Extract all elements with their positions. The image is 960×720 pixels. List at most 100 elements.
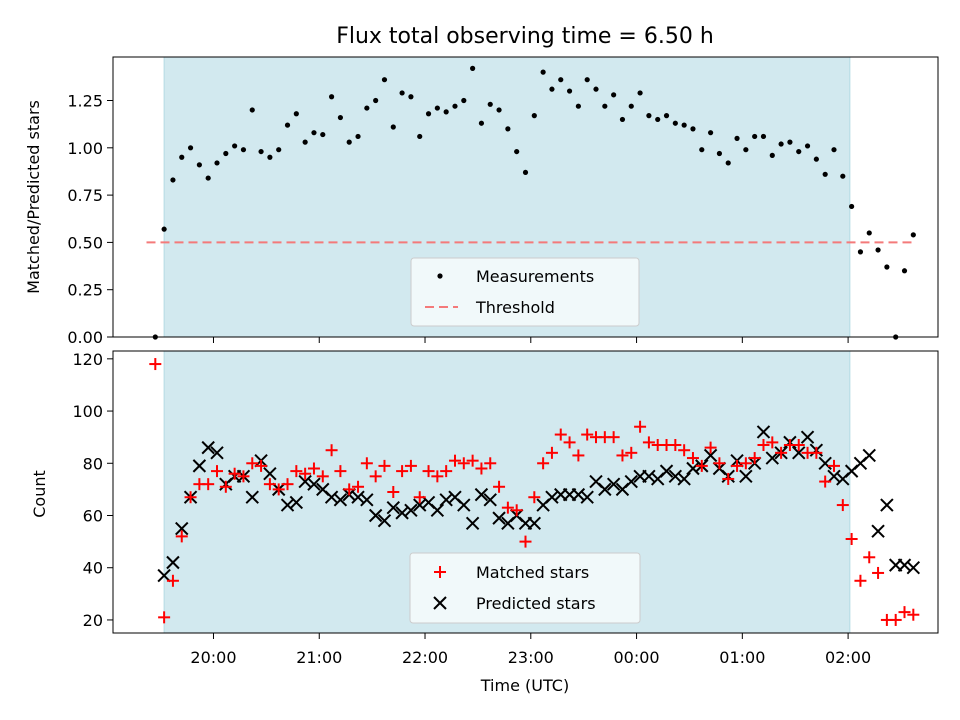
measurement-point: [558, 77, 564, 83]
predicted-star-point: [280, 498, 295, 512]
predicted-star-point: [668, 469, 683, 484]
predicted-star-point: [307, 477, 321, 491]
measurement-point: [170, 177, 176, 183]
matched-star-point: [836, 499, 849, 512]
matched-star-point: [607, 431, 620, 444]
matched-star-point: [766, 436, 779, 449]
y-tick-label: 100: [72, 402, 103, 421]
top-panel: 0.00 0.25 0.50 0.75 1.00 1.25 Matched/Predict…: [24, 56, 939, 347]
x-axis-label: Time (UTC): [480, 676, 569, 695]
y-tick-label: 1.00: [67, 139, 103, 158]
matched-star-point: [581, 428, 594, 441]
matched-star-point: [757, 439, 770, 451]
measurement-point: [249, 107, 255, 113]
predicted-stars-points: [157, 425, 921, 583]
matched-star-point: [889, 613, 902, 626]
matched-star-point: [510, 504, 523, 517]
predicted-star-point: [686, 461, 700, 476]
matched-star-point: [501, 501, 514, 514]
predicted-star-point: [439, 493, 453, 507]
measurement-point: [725, 160, 731, 166]
matched-star-point: [466, 454, 479, 467]
matched-star-point: [211, 465, 224, 478]
measurement-point: [840, 173, 846, 179]
x-tick-label: 23:00: [508, 648, 554, 667]
matched-star-point: [396, 465, 409, 478]
measurement-point: [302, 139, 308, 145]
predicted-star-point: [571, 487, 586, 502]
matched-star-point: [475, 462, 488, 475]
legend-marker-measurements: [437, 273, 443, 279]
measurement-point: [293, 111, 299, 117]
top-x-ticks: [212, 337, 849, 343]
measurement-point: [910, 232, 916, 238]
predicted-star-point: [263, 467, 277, 481]
measurement-point: [161, 226, 167, 232]
predicted-star-point: [157, 568, 171, 583]
measurement-point: [796, 148, 802, 155]
matched-star-point: [863, 551, 876, 564]
matched-star-point: [554, 428, 567, 441]
predicted-star-point: [210, 446, 224, 460]
measurement-point: [487, 101, 493, 107]
measurement-point: [346, 139, 352, 145]
measurement-point: [328, 94, 335, 100]
predicted-star-point: [606, 477, 621, 491]
matched-star-point: [545, 446, 558, 459]
matched-star-point: [669, 439, 682, 451]
matched-star-point: [422, 465, 435, 478]
predicted-star-point: [201, 440, 215, 455]
matched-star-point: [149, 358, 162, 371]
matched-star-point: [634, 420, 647, 433]
y-tick-label: 1.25: [67, 92, 103, 111]
predicted-star-point: [395, 506, 409, 520]
matched-star-point: [792, 439, 805, 451]
legend-label-threshold: Threshold: [475, 298, 555, 317]
predicted-star-point: [624, 474, 638, 489]
predicted-star-point: [465, 516, 480, 531]
measurement-point: [531, 113, 537, 119]
measurement-point: [637, 90, 643, 96]
predicted-star-point: [360, 493, 374, 507]
measurement-point: [787, 139, 793, 145]
matched-star-point: [854, 574, 867, 587]
measurement-point: [470, 65, 476, 71]
matched-star-point: [440, 465, 453, 478]
matched-star-point: [202, 478, 215, 491]
predicted-star-point: [862, 448, 876, 463]
measurement-point: [663, 113, 670, 119]
matched-star-point: [713, 457, 726, 470]
legend-label-measurements: Measurements: [476, 267, 594, 286]
matched-star-point: [775, 446, 788, 459]
measurement-point: [478, 120, 485, 126]
matched-star-point: [352, 480, 365, 493]
top-y-ticks: 0.00 0.25 0.50 0.75 1.00 1.25: [67, 92, 113, 347]
measurement-point: [681, 122, 687, 128]
measurement-point: [425, 111, 432, 117]
matched-star-point: [325, 444, 338, 457]
predicted-star-point: [351, 490, 365, 504]
measurement-point: [399, 90, 405, 96]
matched-star-point: [263, 478, 276, 491]
measurement-point: [373, 97, 379, 104]
matched-star-point: [184, 491, 197, 504]
matched-star-point: [537, 457, 550, 470]
matched-star-point: [343, 483, 356, 496]
y-tick-label: 0.00: [67, 328, 103, 347]
measurement-point: [734, 135, 740, 141]
measurement-point: [522, 169, 529, 176]
measurement-point: [778, 141, 784, 147]
y-tick-label: 20: [83, 611, 103, 630]
predicted-star-point: [880, 498, 894, 512]
predicted-star-point: [377, 514, 392, 528]
predicted-star-point: [677, 472, 691, 486]
matched-star-point: [616, 449, 629, 462]
measurement-point: [866, 230, 872, 236]
matched-star-point: [625, 446, 638, 459]
predicted-star-point: [289, 495, 304, 510]
predicted-star-point: [492, 511, 506, 525]
y-tick-label: 0.75: [67, 186, 103, 205]
measurement-point: [214, 160, 220, 166]
predicted-star-point: [818, 456, 832, 470]
legend-marker-predicted-stars: [433, 596, 447, 610]
